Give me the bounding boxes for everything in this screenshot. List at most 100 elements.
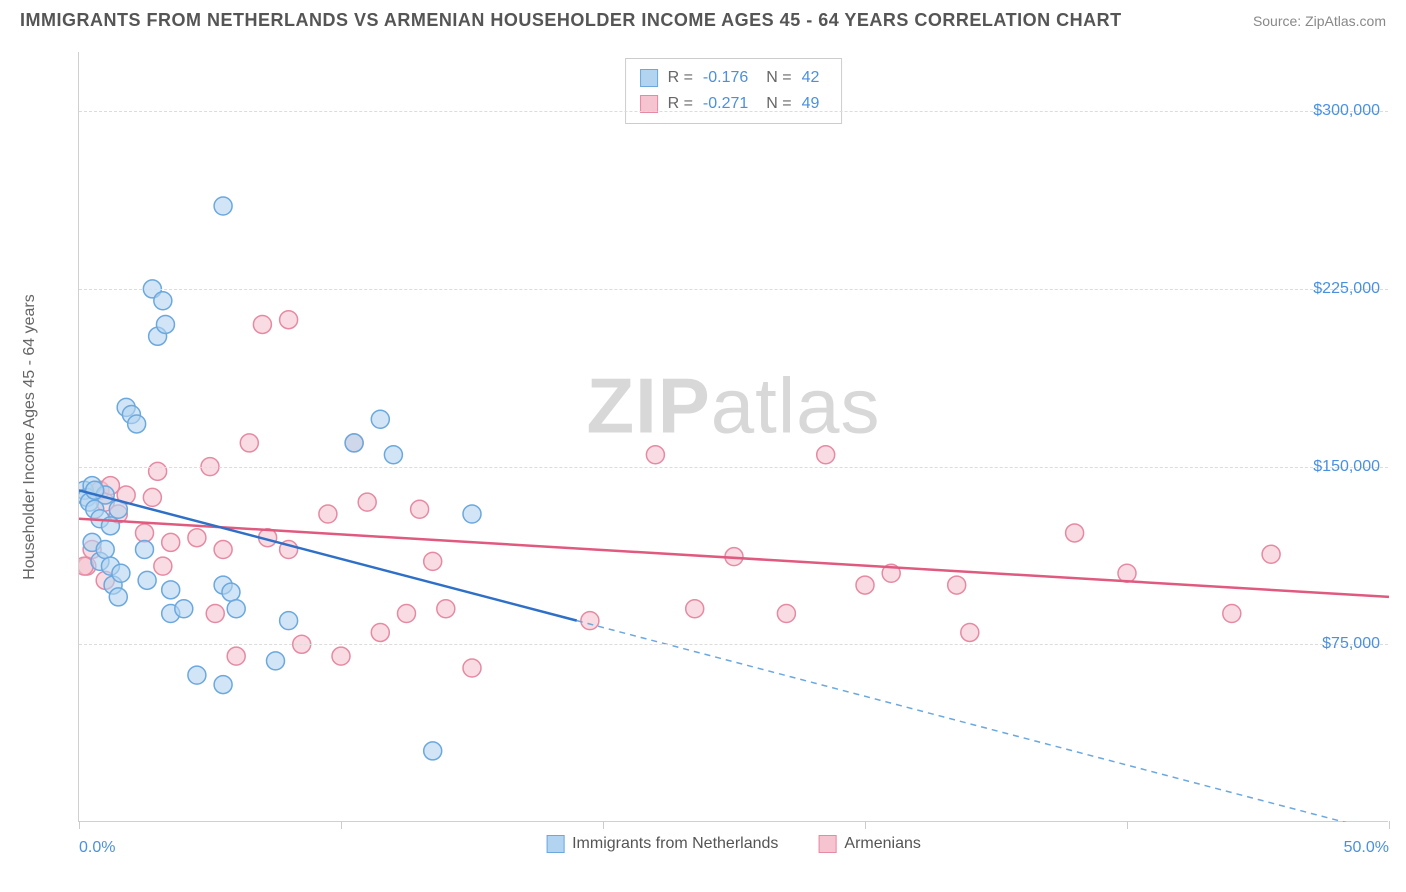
r-value-armenians: -0.271 — [703, 91, 748, 117]
data-point — [101, 477, 119, 495]
data-point — [149, 327, 167, 345]
plot-area: ZIPatlas R = -0.176 N = 42 R = -0.271 N … — [78, 52, 1388, 822]
swatch-netherlands-icon — [546, 835, 564, 853]
data-point — [117, 486, 135, 504]
data-point — [1262, 545, 1280, 563]
data-point — [817, 446, 835, 464]
data-point — [117, 398, 135, 416]
legend-label-armenians: Armenians — [844, 835, 920, 853]
data-point — [214, 676, 232, 694]
data-point — [222, 583, 240, 601]
data-point — [948, 576, 966, 594]
series-legend: Immigrants from Netherlands Armenians — [546, 835, 921, 853]
watermark: ZIPatlas — [586, 360, 880, 451]
r-value-netherlands: -0.176 — [703, 65, 748, 91]
data-point — [101, 557, 119, 575]
x-tick — [341, 821, 342, 829]
data-point — [188, 529, 206, 547]
data-point — [136, 524, 154, 542]
data-point — [86, 500, 104, 518]
data-point — [437, 600, 455, 618]
data-point — [961, 623, 979, 641]
data-point — [240, 434, 258, 452]
n-value-armenians: 49 — [802, 91, 820, 117]
data-point — [154, 557, 172, 575]
data-point — [175, 600, 193, 618]
data-point — [162, 605, 180, 623]
data-point — [83, 477, 101, 495]
data-point — [358, 493, 376, 511]
data-point — [1066, 524, 1084, 542]
data-point — [214, 576, 232, 594]
data-point — [128, 415, 146, 433]
trend-line — [577, 621, 1389, 822]
data-point — [83, 541, 101, 559]
data-point — [96, 493, 114, 511]
data-point — [91, 552, 109, 570]
x-tick — [1389, 821, 1390, 829]
data-point — [79, 557, 96, 575]
data-point — [80, 493, 98, 511]
data-point — [371, 410, 389, 428]
watermark-zip: ZIP — [586, 361, 710, 449]
svg-layer — [79, 52, 1389, 822]
data-point — [463, 659, 481, 677]
chart-title: IMMIGRANTS FROM NETHERLANDS VS ARMENIAN … — [20, 10, 1122, 31]
data-point — [1118, 564, 1136, 582]
data-point — [581, 612, 599, 630]
data-point — [1223, 605, 1241, 623]
data-point — [280, 612, 298, 630]
data-point — [280, 311, 298, 329]
data-point — [122, 405, 140, 423]
data-point — [91, 510, 109, 528]
data-point — [104, 576, 122, 594]
data-point — [777, 605, 795, 623]
gridline-h — [79, 644, 1388, 645]
gridline-h — [79, 111, 1388, 112]
data-point — [138, 571, 156, 589]
data-point — [345, 434, 363, 452]
data-point — [345, 434, 363, 452]
data-point — [882, 564, 900, 582]
swatch-armenians-icon — [818, 835, 836, 853]
y-tick-label: $150,000 — [1313, 458, 1380, 476]
x-tick — [603, 821, 604, 829]
x-tick-label: 50.0% — [1344, 839, 1389, 857]
y-tick-label: $225,000 — [1313, 280, 1380, 298]
gridline-h — [79, 289, 1388, 290]
chart-container: Householder Income Ages 45 - 64 years ZI… — [50, 52, 1390, 822]
r-label: R = — [668, 91, 693, 117]
data-point — [83, 533, 101, 551]
data-point — [253, 315, 271, 333]
data-point — [96, 571, 114, 589]
trend-line — [79, 490, 577, 620]
data-point — [162, 581, 180, 599]
legend-item-armenians: Armenians — [818, 835, 920, 853]
data-point — [79, 557, 93, 575]
data-point — [112, 564, 130, 582]
y-axis-label: Householder Income Ages 45 - 64 years — [21, 294, 39, 580]
data-point — [319, 505, 337, 523]
data-point — [725, 548, 743, 566]
y-tick-label: $300,000 — [1313, 102, 1380, 120]
n-label: N = — [766, 65, 791, 91]
data-point — [101, 517, 119, 535]
trend-line — [79, 519, 1389, 597]
y-tick-label: $75,000 — [1322, 635, 1380, 653]
legend-row-netherlands: R = -0.176 N = 42 — [640, 65, 828, 91]
data-point — [109, 588, 127, 606]
data-point — [136, 541, 154, 559]
data-point — [398, 605, 416, 623]
data-point — [91, 481, 109, 499]
data-point — [227, 647, 245, 665]
data-point — [371, 623, 389, 641]
data-point — [424, 742, 442, 760]
source-label: Source: ZipAtlas.com — [1253, 13, 1386, 29]
data-point — [214, 541, 232, 559]
n-label: N = — [766, 91, 791, 117]
x-tick-label: 0.0% — [79, 839, 115, 857]
data-point — [411, 500, 429, 518]
data-point — [206, 605, 224, 623]
data-point — [188, 666, 206, 684]
data-point — [646, 446, 664, 464]
